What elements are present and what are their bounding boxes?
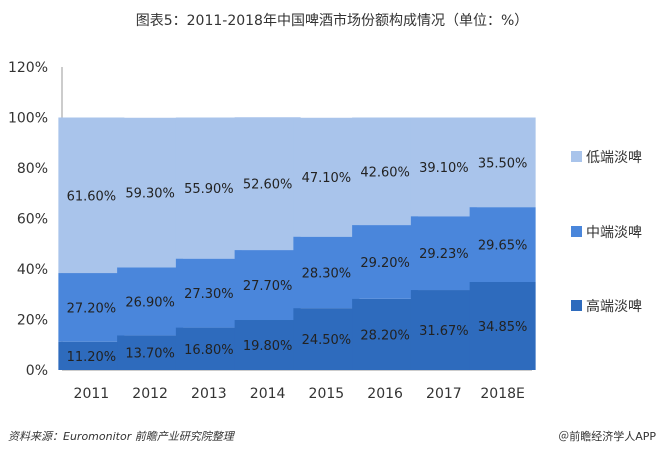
y-tick-label: 120% xyxy=(8,60,48,76)
data-label: 59.30% xyxy=(125,187,175,202)
legend-swatch xyxy=(571,226,582,237)
data-label: 13.70% xyxy=(125,347,175,362)
legend-label: 高端淡啤 xyxy=(586,298,642,315)
bar-segment xyxy=(175,258,242,328)
bar-segment xyxy=(293,308,360,370)
data-label: 11.20% xyxy=(67,350,117,365)
x-tick-label: 2013 xyxy=(191,386,227,402)
data-label: 19.80% xyxy=(243,339,293,354)
data-label: 26.90% xyxy=(125,295,175,310)
data-label: 35.50% xyxy=(478,156,528,171)
data-label: 16.80% xyxy=(184,343,234,358)
data-label: 28.30% xyxy=(302,266,352,281)
data-label: 52.60% xyxy=(243,178,293,193)
data-label: 42.60% xyxy=(360,165,410,180)
bar-segment xyxy=(352,117,419,226)
bar-segment xyxy=(410,117,477,217)
bar-segment xyxy=(469,282,536,370)
data-label: 27.30% xyxy=(184,287,234,302)
bar-segment xyxy=(469,207,536,283)
bar-segment xyxy=(469,117,536,208)
x-tick-label: 2018E xyxy=(480,386,524,402)
legend-swatch xyxy=(571,300,582,311)
bar-segment xyxy=(293,117,360,237)
legend-swatch xyxy=(571,151,582,162)
bar-segment xyxy=(58,341,125,370)
bar-segment xyxy=(234,320,301,370)
data-label: 29.23% xyxy=(419,247,469,262)
y-tick-label: 40% xyxy=(17,262,48,278)
x-tick-label: 2016 xyxy=(367,386,403,402)
data-label: 29.65% xyxy=(478,239,528,254)
bar-segment xyxy=(117,267,184,336)
bar-segment xyxy=(410,290,477,370)
x-tick-label: 2017 xyxy=(426,386,462,402)
y-tick-label: 80% xyxy=(17,161,48,177)
bar-segment xyxy=(58,117,125,274)
data-label: 31.67% xyxy=(419,324,469,339)
data-label: 34.85% xyxy=(478,320,528,335)
data-label: 29.20% xyxy=(360,256,410,271)
credit-note: ＠前瞻经济学人APP xyxy=(558,430,656,443)
data-label: 61.60% xyxy=(67,189,117,204)
bar-segment xyxy=(352,298,419,370)
data-label: 24.50% xyxy=(302,333,352,348)
bar-segment xyxy=(175,117,242,259)
chart-title: 图表5：2011-2018年中国啤酒市场份额构成情况（单位：%） xyxy=(135,13,529,29)
bar-segment xyxy=(234,250,301,321)
bar-segment xyxy=(293,236,360,309)
data-label: 55.90% xyxy=(184,182,234,197)
y-tick-label: 100% xyxy=(8,111,48,127)
x-tick-label: 2015 xyxy=(309,386,345,402)
bar-segment xyxy=(117,335,184,370)
bar-segment xyxy=(410,216,477,291)
x-tick-label: 2012 xyxy=(132,386,168,402)
bar-segment xyxy=(58,273,125,342)
data-label: 39.10% xyxy=(419,161,469,176)
x-tick-label: 2014 xyxy=(250,386,286,402)
x-tick-label: 2011 xyxy=(74,386,110,402)
bar-segment xyxy=(352,225,419,299)
legend-label: 中端淡啤 xyxy=(586,225,642,241)
bar-segment xyxy=(117,117,184,268)
y-tick-label: 60% xyxy=(17,212,48,228)
source-note: 资料来源：Euromonitor 前瞻产业研究院整理 xyxy=(8,430,234,443)
y-tick-label: 20% xyxy=(17,313,48,329)
y-tick-label: 0% xyxy=(26,363,48,379)
bar-segment xyxy=(175,327,242,370)
data-label: 27.70% xyxy=(243,279,293,294)
data-label: 47.10% xyxy=(302,171,352,186)
data-label: 27.20% xyxy=(67,301,117,316)
bar-segment xyxy=(234,117,301,251)
legend-label: 低端淡啤 xyxy=(586,150,642,166)
data-label: 28.20% xyxy=(360,328,410,343)
